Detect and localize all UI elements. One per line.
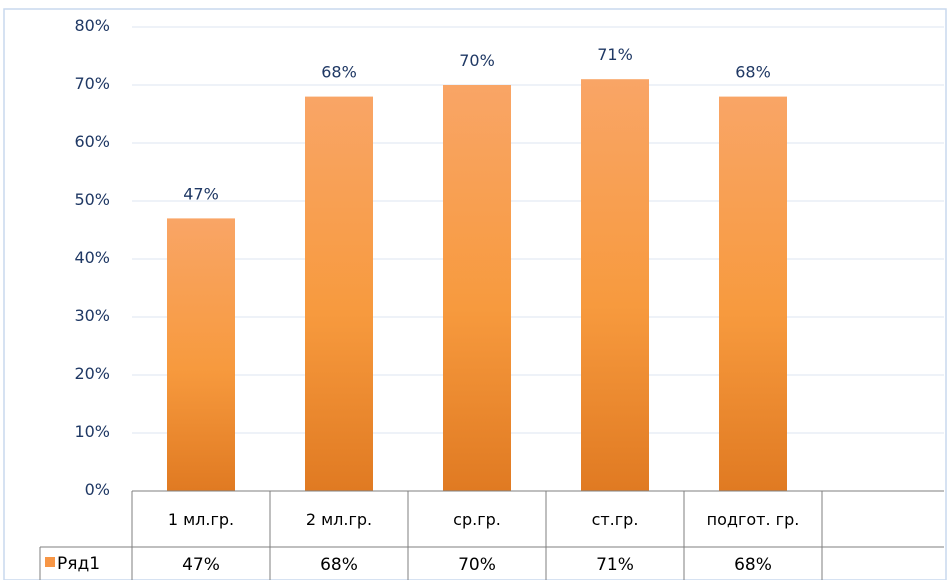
category-label: подгот. гр. [707, 510, 800, 529]
data-label: 68% [735, 63, 771, 82]
data-labels: 47% 68% 70% 71% 68% [183, 45, 771, 203]
bar [167, 218, 235, 491]
bar [719, 96, 787, 491]
table-value: 71% [596, 555, 634, 575]
y-tick-label: 50% [74, 190, 110, 209]
category-label: 2 мл.гр. [306, 510, 372, 529]
y-tick-label: 20% [74, 364, 110, 383]
y-tick-label: 10% [74, 422, 110, 441]
table-value: 47% [182, 555, 220, 575]
bars [167, 79, 787, 491]
y-tick-label: 40% [74, 248, 110, 267]
y-tick-label: 30% [74, 306, 110, 325]
data-label: 68% [321, 63, 357, 82]
y-axis-ticks: 0% 10% 20% 30% 40% 50% 60% 70% 80% [74, 16, 110, 499]
y-tick-label: 0% [85, 480, 110, 499]
data-label: 71% [597, 45, 633, 64]
data-table: 1 мл.гр. 47% 2 мл.гр. 68% ср.гр. 70% ст.гр. 71%… [39, 490, 944, 580]
bar [443, 85, 511, 491]
bar [581, 79, 649, 491]
y-tick-label: 80% [74, 16, 110, 35]
category-label: 1 мл.гр. [168, 510, 234, 529]
data-label: 70% [459, 51, 495, 70]
data-label: 47% [183, 184, 219, 203]
table-value: 68% [734, 555, 772, 575]
table-value: 70% [458, 555, 496, 575]
y-tick-label: 60% [74, 132, 110, 151]
legend-key [45, 557, 55, 567]
category-label: ст.гр. [592, 510, 639, 529]
series-name: Ряд1 [57, 554, 100, 574]
y-tick-label: 70% [74, 74, 110, 93]
gridlines [132, 26, 944, 434]
category-label: ср.гр. [453, 510, 501, 529]
bar [305, 96, 373, 491]
table-value: 68% [320, 555, 358, 575]
